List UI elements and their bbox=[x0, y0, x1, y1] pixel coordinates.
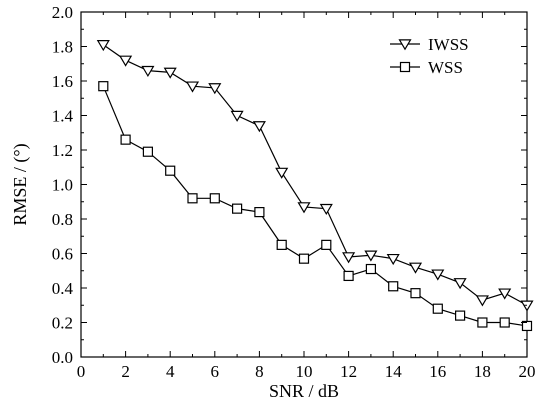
data-point-wss bbox=[209, 193, 220, 204]
x-tick-label: 4 bbox=[166, 362, 175, 381]
data-point-wss bbox=[410, 288, 421, 299]
series-wss bbox=[98, 81, 533, 332]
x-tick-label: 16 bbox=[429, 362, 446, 381]
data-point-wss bbox=[455, 310, 466, 321]
y-tick-label: 1.4 bbox=[52, 107, 74, 126]
x-tick-label: 14 bbox=[385, 362, 403, 381]
data-point-iwss bbox=[475, 295, 489, 307]
data-point-iwss bbox=[141, 65, 155, 78]
y-tick-label: 2.0 bbox=[52, 3, 73, 22]
series-iwss bbox=[96, 40, 534, 312]
y-tick-label: 0.2 bbox=[52, 314, 73, 333]
x-tick-label: 12 bbox=[340, 362, 357, 381]
data-point-iwss bbox=[297, 202, 311, 214]
axes-layer: 0 2 4 6 8 10 12 14 16 18 20 0.0 0.2 0.4 0.6 0.8 1.0 1.2 1.… bbox=[52, 3, 536, 381]
data-point-wss bbox=[165, 165, 176, 176]
x-tick-label: 2 bbox=[121, 362, 130, 381]
x-tick-label: 0 bbox=[77, 362, 86, 381]
series-line-wss bbox=[102, 85, 528, 327]
x-tick-label: 10 bbox=[296, 362, 313, 381]
data-point-iwss bbox=[230, 110, 244, 122]
data-point-iwss bbox=[319, 203, 333, 216]
legend: IWSS WSS bbox=[390, 35, 469, 77]
data-point-iwss bbox=[431, 269, 445, 281]
data-point-wss bbox=[432, 303, 443, 314]
data-point-iwss bbox=[498, 288, 512, 300]
y-tick-label: 1.8 bbox=[52, 38, 73, 57]
x-tick-label: 6 bbox=[211, 362, 220, 381]
data-point-wss bbox=[232, 203, 243, 214]
x-tick-label: 20 bbox=[519, 362, 536, 381]
x-tick-label: 8 bbox=[255, 362, 264, 381]
data-point-iwss bbox=[185, 81, 200, 93]
series-layer bbox=[96, 40, 534, 332]
legend-label: IWSS bbox=[428, 35, 469, 54]
data-point-wss bbox=[499, 317, 510, 328]
y-tick-label: 1.2 bbox=[52, 141, 73, 160]
legend-entry-wss: WSS bbox=[390, 58, 463, 77]
y-axis-title: RMSE / (°) bbox=[10, 143, 31, 225]
data-point-wss bbox=[120, 134, 131, 145]
data-point-wss bbox=[187, 193, 198, 204]
data-point-wss bbox=[388, 281, 399, 292]
data-point-wss bbox=[521, 320, 533, 332]
data-point-wss bbox=[298, 253, 310, 264]
data-point-wss bbox=[142, 146, 153, 157]
data-point-iwss bbox=[453, 278, 467, 290]
x-axis-title: SNR / dB bbox=[269, 381, 339, 401]
data-point-iwss bbox=[119, 55, 133, 67]
data-point-wss bbox=[276, 239, 287, 250]
data-point-iwss bbox=[275, 167, 289, 179]
legend-entry-iwss: IWSS bbox=[390, 35, 469, 54]
data-point-wss bbox=[98, 81, 109, 92]
y-tick-label: 1.6 bbox=[52, 72, 73, 91]
y-tick-label: 1.0 bbox=[52, 176, 73, 195]
data-point-wss bbox=[477, 317, 488, 328]
data-point-iwss bbox=[408, 262, 423, 274]
y-tick-label: 0.4 bbox=[52, 279, 74, 298]
data-point-iwss bbox=[96, 40, 110, 52]
data-point-iwss bbox=[208, 83, 222, 95]
y-tick-label: 0.6 bbox=[52, 245, 73, 264]
data-point-iwss bbox=[520, 300, 534, 312]
data-point-wss bbox=[254, 207, 265, 218]
data-point-iwss bbox=[364, 250, 378, 262]
y-tick-label: 0.0 bbox=[52, 348, 73, 367]
data-point-wss bbox=[343, 270, 354, 282]
data-point-wss bbox=[321, 239, 332, 250]
x-tick-label: 18 bbox=[474, 362, 491, 381]
data-point-iwss bbox=[386, 253, 400, 266]
legend-label: WSS bbox=[428, 58, 463, 77]
data-point-iwss bbox=[252, 121, 266, 133]
data-point-iwss bbox=[342, 252, 356, 264]
data-point-iwss bbox=[163, 67, 177, 79]
legend-marker bbox=[398, 39, 412, 51]
legend-marker bbox=[399, 61, 411, 73]
y-tick-label: 0.8 bbox=[52, 210, 73, 229]
data-point-wss bbox=[365, 263, 376, 275]
